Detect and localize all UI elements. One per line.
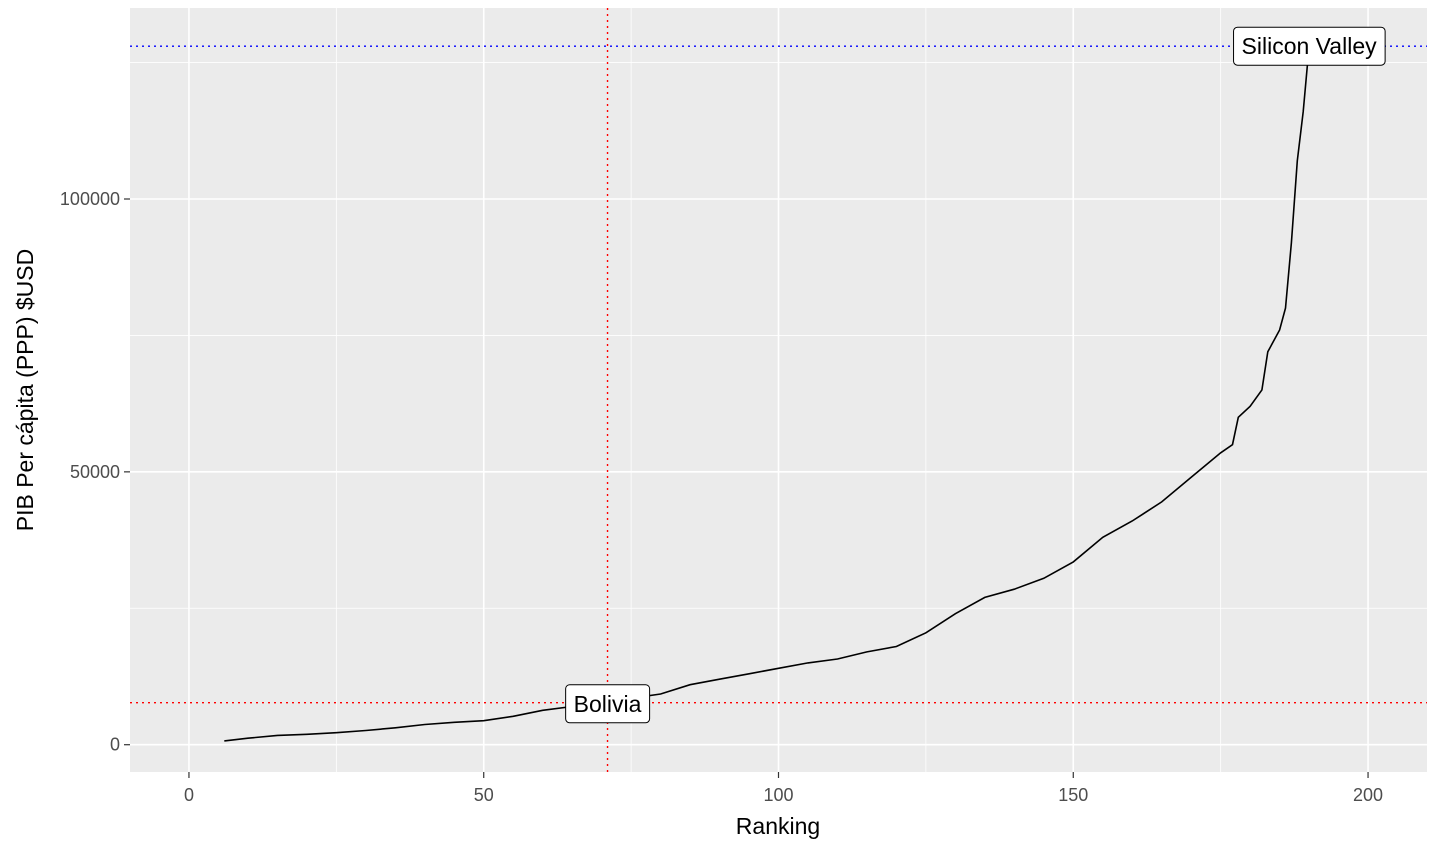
x-axis-title: Ranking: [736, 813, 820, 839]
major-gridlines: [130, 8, 1427, 772]
y-axis-title: PIB Per cápita (PPP) $USD: [12, 249, 38, 532]
annotation-text: Bolivia: [574, 691, 642, 717]
y-tick-label: 0: [110, 735, 120, 755]
annotation-label: Silicon Valley: [1233, 26, 1386, 66]
x-axis-ticks: 0 50 100 150 200: [184, 772, 1383, 805]
annotation-label: Bolivia: [565, 684, 651, 724]
x-tick-label: 150: [1058, 785, 1088, 805]
x-tick-label: 200: [1353, 785, 1383, 805]
y-tick-label: 100000: [60, 189, 120, 209]
annotation-box: [565, 684, 651, 724]
annotations: Silicon Valley Bolivia: [565, 26, 1386, 724]
series-line: [224, 46, 1310, 742]
y-axis-ticks: 0 50000 100000: [60, 189, 130, 755]
annotation-text: Silicon Valley: [1242, 33, 1378, 59]
annotation-box: [1233, 26, 1386, 66]
x-tick-label: 50: [474, 785, 494, 805]
x-tick-label: 100: [763, 785, 793, 805]
reference-lines: [130, 8, 1427, 772]
x-tick-label: 0: [184, 785, 194, 805]
y-tick-label: 50000: [70, 462, 120, 482]
